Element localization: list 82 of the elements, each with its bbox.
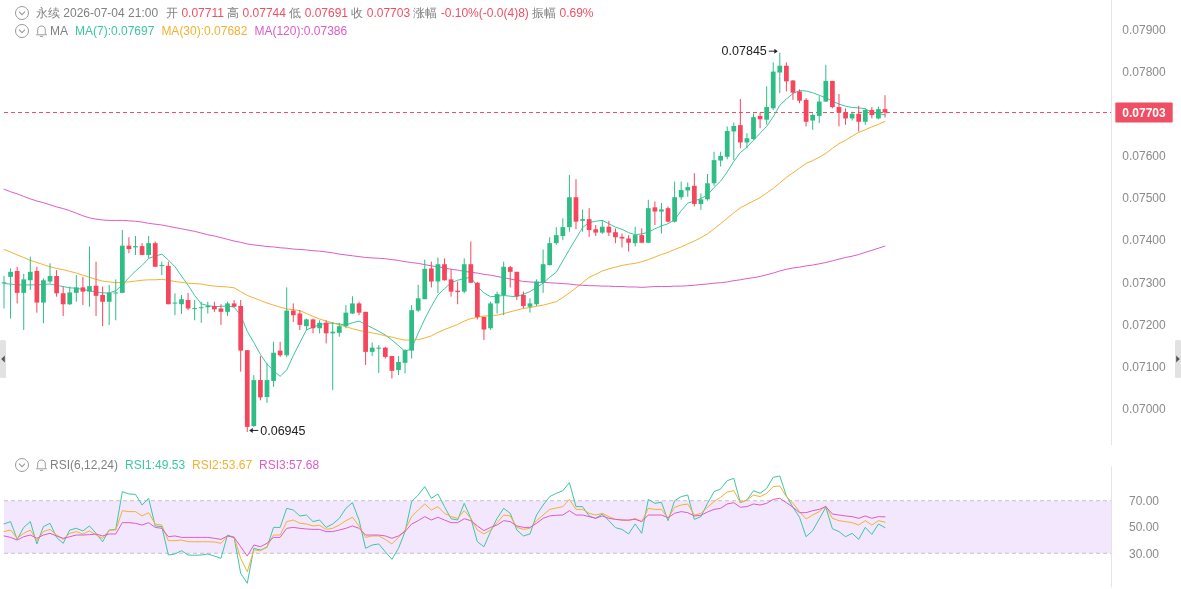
y-tick-label: 50.00: [1128, 520, 1160, 535]
candlestick: [619, 232, 625, 248]
y-tick-label: 30.00: [1128, 546, 1160, 561]
candlestick: [258, 355, 263, 401]
candlestick: [691, 172, 697, 207]
series-label: RSI1:49.53: [125, 458, 186, 473]
candlestick: [777, 52, 783, 94]
candlestick: [60, 286, 66, 317]
candlestick: [534, 278, 539, 307]
candlestick: [527, 297, 533, 314]
annotation: 0.07845: [721, 44, 767, 59]
line-series: [3, 485, 886, 573]
candlestick: [277, 341, 283, 358]
text: RSI2:53.67: [192, 458, 253, 473]
line-series: [3, 497, 886, 557]
text: 永续 2026-07-04 21:00: [36, 6, 159, 21]
candlestick: [836, 93, 842, 127]
candlestick: [448, 268, 454, 298]
candlestick: [731, 122, 737, 161]
legend-title: MA: [50, 24, 68, 39]
candlestick: [179, 294, 184, 315]
candlestick: [823, 64, 829, 103]
y-tick-label: 0.07500: [1122, 191, 1167, 206]
candlestick: [67, 286, 73, 306]
candlestick: [198, 301, 204, 324]
candlestick: [100, 286, 105, 327]
candlestick: [751, 112, 756, 141]
candlestick: [152, 240, 158, 268]
candlestick: [678, 181, 684, 201]
candlestick: [698, 192, 704, 211]
candlestick: [784, 61, 789, 92]
candlestick: [652, 200, 658, 226]
text: MA(120):0.07386: [254, 24, 348, 39]
candlestick: [580, 208, 585, 233]
candlestick: [192, 299, 198, 321]
candlestick: [507, 265, 513, 288]
y-tick-label: 0.07600: [1122, 149, 1167, 164]
line-series: [3, 120, 886, 341]
candlestick: [73, 274, 79, 303]
candlestick: [442, 257, 447, 282]
line-series: [3, 188, 886, 288]
candlestick: [606, 220, 612, 237]
candlestick: [159, 261, 165, 276]
candlestick: [146, 235, 152, 259]
y-tick-label: 0.07000: [1122, 401, 1167, 416]
candlestick: [80, 276, 86, 306]
y-tick-label: 0.07200: [1122, 317, 1167, 332]
candlestick: [54, 269, 59, 298]
candlestick: [816, 95, 822, 124]
line-series: [3, 475, 886, 584]
candlestick: [218, 303, 224, 326]
candlestick: [632, 226, 638, 248]
text: MA(7):0.07697: [75, 24, 155, 39]
candlestick: [428, 261, 434, 288]
candlestick: [21, 273, 27, 331]
candlestick: [14, 266, 20, 304]
text: MA(30):0.07682: [161, 24, 248, 39]
y-tick-label: 0.07900: [1122, 22, 1167, 37]
candlestick: [323, 319, 329, 344]
candlestick: [27, 256, 33, 291]
candlestick: [659, 202, 664, 234]
candlestick: [41, 278, 46, 324]
candlestick: [705, 173, 710, 202]
candlestick: [547, 236, 553, 266]
candlestick: [106, 284, 112, 326]
y-tick-label: 0.07800: [1122, 64, 1167, 79]
candlestick: [396, 355, 401, 376]
text: RSI3:57.68: [259, 458, 320, 473]
y-tick-label: 0.07300: [1122, 275, 1167, 290]
y-tick-label: 0.07703: [1122, 105, 1167, 120]
candlestick: [790, 79, 796, 101]
y-tick-label: 0.07100: [1122, 359, 1167, 374]
candlestick: [87, 246, 92, 308]
annotation: 0.06945: [260, 423, 306, 438]
legend-title: RSI(6,12,24): [50, 458, 119, 473]
candlestick: [468, 240, 474, 284]
candlestick: [113, 278, 119, 321]
candlestick: [8, 267, 13, 320]
y-tick-label: 0.07400: [1122, 233, 1167, 248]
text: 开 0.07711 高 0.07744 低 0.07691 收 0.07703 涨幅 -0.10%(-0.0(4)8) 振幅 0.69%: [166, 6, 594, 21]
y-tick-label: 70.00: [1128, 493, 1160, 508]
candlestick: [764, 85, 770, 126]
